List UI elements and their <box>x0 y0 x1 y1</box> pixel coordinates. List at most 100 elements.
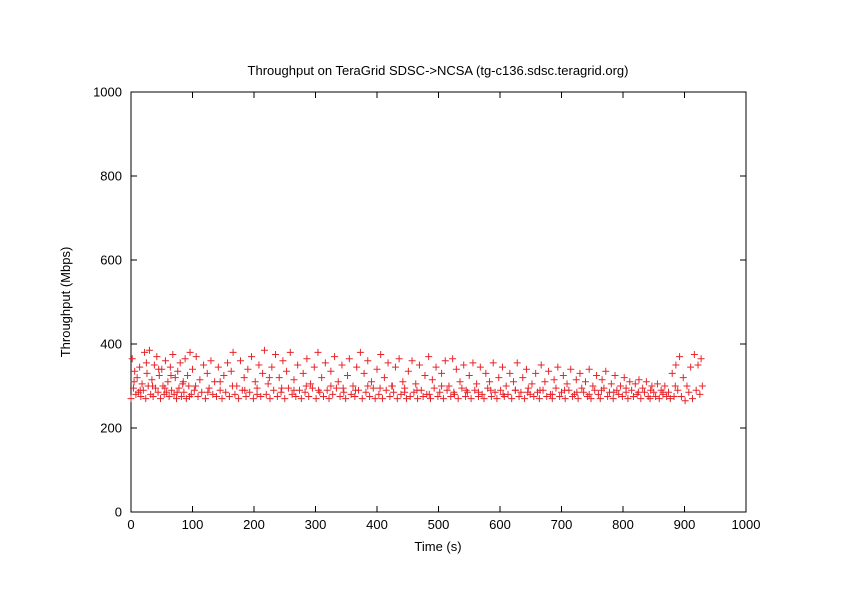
data-point-plus <box>179 378 187 386</box>
data-point-plus <box>515 393 523 400</box>
data-point-plus <box>259 369 267 377</box>
data-point-plus <box>216 378 224 386</box>
data-point-plus <box>631 380 639 388</box>
data-point-plus <box>604 393 612 400</box>
data-point-plus <box>629 393 637 400</box>
data-point-plus <box>397 390 405 398</box>
data-point-plus <box>379 395 387 403</box>
data-point-plus <box>332 384 340 392</box>
data-point-plus <box>345 355 353 363</box>
data-point-plus <box>279 357 287 365</box>
data-point-plus <box>315 386 323 394</box>
data-point-plus <box>297 395 305 403</box>
data-point-plus <box>340 388 348 396</box>
data-point-plus <box>390 388 398 396</box>
data-point-plus <box>443 386 451 394</box>
data-point-plus <box>142 359 150 367</box>
data-point-plus <box>351 386 359 394</box>
data-point-plus <box>157 395 165 403</box>
data-point-plus <box>331 353 339 361</box>
data-point-plus <box>153 353 161 361</box>
data-point-plus <box>142 395 150 403</box>
data-point-plus <box>127 395 135 403</box>
data-point-plus <box>677 393 685 400</box>
data-point-plus <box>266 395 274 403</box>
data-point-plus <box>692 386 700 394</box>
data-point-plus <box>175 384 183 392</box>
data-point-plus <box>438 382 446 390</box>
data-point-plus <box>653 380 661 388</box>
data-point-plus <box>674 386 682 394</box>
data-point-plus <box>220 372 228 379</box>
data-point-plus <box>283 367 291 375</box>
data-point-plus <box>268 363 276 371</box>
x-axis: 0 100 200 300 400 500 600 700 800 900 1000 <box>127 92 760 532</box>
data-point-plus <box>467 395 475 403</box>
data-point-plus <box>439 395 447 403</box>
data-point-plus <box>594 390 602 398</box>
data-point-plus <box>141 348 149 356</box>
y-tick-label: 400 <box>100 337 122 352</box>
data-point-plus <box>342 395 350 403</box>
data-point-plus <box>589 382 597 390</box>
data-point-plus <box>471 386 479 394</box>
data-point-plus <box>576 369 584 377</box>
data-point-plus <box>225 393 233 400</box>
data-point-plus <box>201 395 209 403</box>
data-point-plus <box>310 363 318 371</box>
x-tick-label: 100 <box>182 517 204 532</box>
data-point-plus <box>168 386 176 394</box>
data-point-plus <box>262 390 270 398</box>
data-point-plus <box>353 363 361 371</box>
data-point-plus <box>214 363 222 371</box>
data-point-plus <box>510 378 518 386</box>
data-point-plus <box>666 395 674 403</box>
data-point-plus <box>192 353 200 361</box>
data-point-plus <box>364 357 372 365</box>
data-point-plus <box>672 361 680 369</box>
data-point-plus <box>519 374 527 382</box>
data-point-plus <box>194 393 202 400</box>
data-point-plus <box>445 382 453 390</box>
data-point-plus <box>561 395 569 403</box>
data-point-plus <box>563 380 571 388</box>
data-point-plus <box>434 393 442 400</box>
data-point-plus <box>382 386 390 394</box>
data-point-plus <box>482 369 490 377</box>
data-point-plus <box>130 378 138 386</box>
data-point-plus <box>205 384 213 392</box>
data-point-plus <box>314 348 322 356</box>
data-point-plus <box>449 355 457 363</box>
data-point-plus <box>450 388 458 396</box>
data-point-plus <box>611 372 619 379</box>
data-point-plus <box>351 393 359 400</box>
data-point-plus <box>615 390 623 398</box>
data-point-plus <box>524 384 532 392</box>
data-point-plus <box>375 390 383 398</box>
data-point-plus <box>264 380 272 388</box>
data-point-plus <box>655 395 663 403</box>
data-point-plus <box>180 388 188 396</box>
data-point-plus <box>639 384 647 392</box>
data-point-plus <box>517 388 525 396</box>
x-tick-label: 300 <box>305 517 327 532</box>
data-point-plus <box>404 367 412 375</box>
data-point-plus <box>242 393 250 400</box>
x-axis-label: Time (s) <box>414 539 461 554</box>
data-point-plus <box>493 395 501 403</box>
data-point-plus <box>683 382 691 390</box>
data-point-plus <box>167 372 175 379</box>
x-tick-label: 800 <box>612 517 634 532</box>
data-point-plus <box>273 393 281 400</box>
data-point-plus <box>173 388 181 396</box>
data-point-plus <box>581 378 589 386</box>
data-point-plus <box>128 355 136 363</box>
data-point-plus <box>290 376 298 384</box>
data-point-plus <box>602 367 610 375</box>
data-point-plus <box>498 363 506 371</box>
data-point-plus <box>513 359 521 367</box>
data-point-plus <box>373 365 381 373</box>
data-point-plus <box>302 382 310 390</box>
data-point-plus <box>646 395 654 403</box>
data-point-plus <box>366 393 374 400</box>
